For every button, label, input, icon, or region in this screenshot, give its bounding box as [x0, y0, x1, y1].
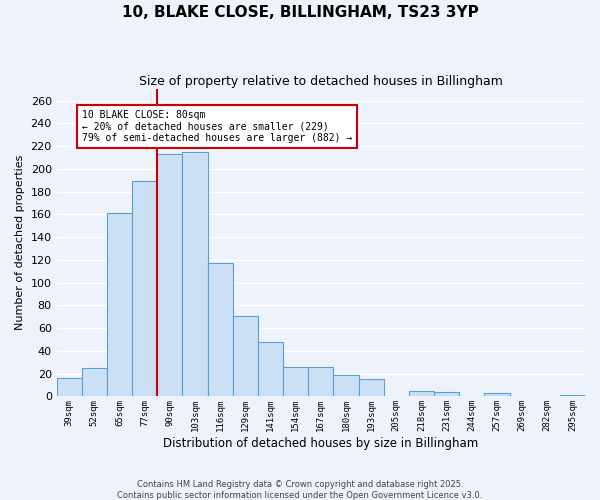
Bar	[233, 316, 258, 396]
Text: Contains HM Land Registry data © Crown copyright and database right 2025.
Contai: Contains HM Land Registry data © Crown c…	[118, 480, 482, 500]
Bar	[56, 378, 82, 396]
Text: 10 BLAKE CLOSE: 80sqm
← 20% of detached houses are smaller (229)
79% of semi-det: 10 BLAKE CLOSE: 80sqm ← 20% of detached …	[82, 110, 352, 143]
Bar	[208, 264, 233, 396]
Bar	[157, 154, 182, 396]
Bar	[409, 390, 434, 396]
Bar	[82, 368, 107, 396]
Text: 10, BLAKE CLOSE, BILLINGHAM, TS23 3YP: 10, BLAKE CLOSE, BILLINGHAM, TS23 3YP	[122, 5, 478, 20]
Bar	[107, 213, 132, 396]
Bar	[283, 367, 308, 396]
X-axis label: Distribution of detached houses by size in Billingham: Distribution of detached houses by size …	[163, 437, 478, 450]
Bar	[308, 367, 334, 396]
Bar	[132, 182, 157, 396]
Title: Size of property relative to detached houses in Billingham: Size of property relative to detached ho…	[139, 75, 503, 88]
Bar	[182, 152, 208, 396]
Bar	[334, 375, 359, 396]
Y-axis label: Number of detached properties: Number of detached properties	[15, 155, 25, 330]
Bar	[484, 393, 509, 396]
Bar	[359, 380, 384, 396]
Bar	[258, 342, 283, 396]
Bar	[434, 392, 459, 396]
